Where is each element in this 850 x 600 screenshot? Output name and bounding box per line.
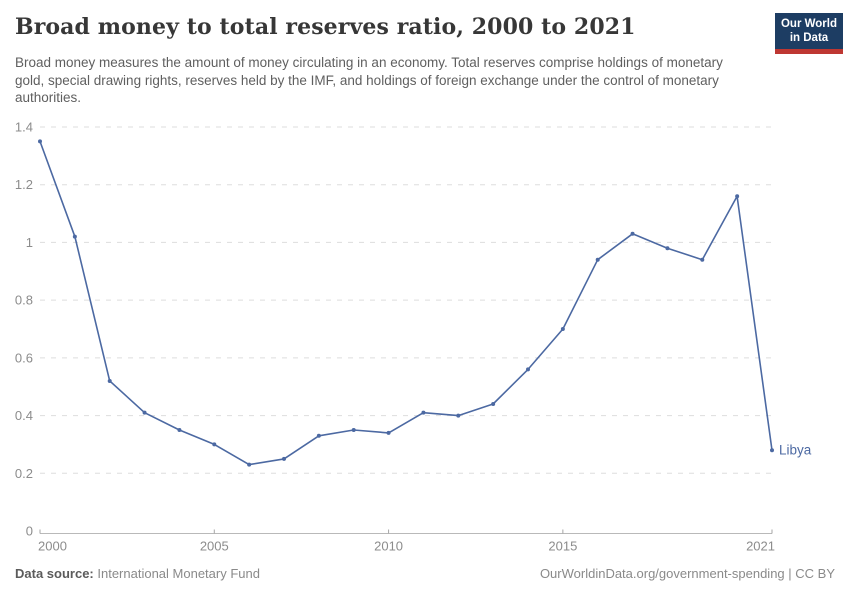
entity-label-libya: Libya [779, 443, 812, 458]
series-line-libya[interactable] [39, 140, 773, 466]
data-point[interactable] [421, 410, 426, 415]
data-source: Data source: International Monetary Fund [15, 566, 260, 581]
page-title: Broad money to total reserves ratio, 200… [15, 14, 636, 40]
y-axis-tick-label: 0.8 [15, 293, 33, 308]
data-point[interactable] [38, 139, 42, 144]
data-point[interactable] [177, 428, 182, 432]
data-point[interactable] [386, 430, 391, 435]
data-point[interactable] [700, 257, 705, 262]
data-point[interactable] [526, 367, 530, 372]
data-point[interactable] [142, 410, 147, 415]
data-point[interactable] [491, 402, 496, 407]
x-axis-tick-label: 2021 [746, 539, 775, 554]
data-point[interactable] [247, 462, 252, 467]
y-axis-tick-label: 0.4 [15, 408, 33, 423]
y-axis-tick-label: 1 [26, 235, 33, 250]
owid-logo-line1: Our World [780, 18, 837, 30]
y-axis-tick-label: 0.6 [15, 350, 33, 365]
x-axis-tick-label: 2010 [374, 539, 403, 554]
owid-logo-line2: in Data [789, 31, 829, 44]
data-point[interactable] [770, 448, 774, 453]
data-point[interactable] [630, 231, 635, 236]
data-point[interactable] [665, 246, 670, 251]
owid-logo[interactable]: Our World in Data [775, 13, 843, 54]
data-point[interactable] [560, 327, 565, 331]
data-source-value: International Monetary Fund [97, 566, 260, 581]
y-axis-tick-label: 0 [26, 524, 33, 539]
data-point[interactable] [107, 378, 112, 383]
data-point[interactable] [351, 428, 356, 432]
data-point[interactable] [72, 234, 77, 239]
y-axis-tick-label: 1.4 [15, 120, 33, 135]
data-source-label: Data source: [15, 566, 94, 581]
data-point[interactable] [735, 194, 740, 199]
x-axis-tick-label: 2015 [548, 539, 577, 554]
data-point[interactable] [212, 442, 217, 447]
chart-subtitle: Broad money measures the amount of money… [15, 55, 723, 106]
credit-link[interactable]: OurWorldinData.org/government-spending |… [539, 566, 835, 581]
data-point[interactable] [316, 433, 321, 438]
x-axis-tick-label: 2005 [200, 539, 229, 554]
chart-footer: Data source: International Monetary Fund… [15, 566, 835, 581]
data-point[interactable] [595, 257, 600, 262]
data-point[interactable] [456, 413, 461, 418]
y-axis-tick-label: 1.2 [15, 177, 33, 192]
y-axis-tick-label: 0.2 [15, 466, 33, 481]
data-point[interactable] [282, 456, 286, 461]
x-axis-tick-label: 2000 [38, 539, 67, 554]
